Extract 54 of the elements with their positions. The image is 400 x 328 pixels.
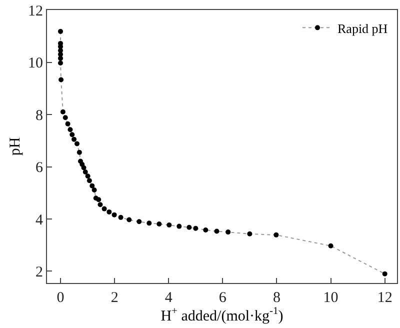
point — [166, 222, 172, 228]
point — [90, 183, 95, 188]
y-tick-label: 4 — [36, 212, 44, 228]
point — [146, 220, 152, 226]
x-tick-label: 4 — [164, 290, 173, 306]
point — [70, 132, 75, 138]
y-axis-title: pH — [7, 137, 24, 156]
x-axis-title: H$^{+}$ added/(mol·kg$^{-1}$) — [160, 306, 284, 324]
x-tick-label: 10 — [323, 290, 338, 306]
point — [274, 232, 279, 238]
x-tick-label: 12 — [377, 290, 392, 306]
y-tick-label: 8 — [36, 108, 43, 124]
point — [136, 219, 142, 224]
point — [85, 174, 90, 179]
point — [176, 224, 182, 229]
point — [203, 227, 208, 232]
point — [186, 224, 192, 230]
y-tick-label: 6 — [36, 160, 44, 176]
point — [112, 212, 117, 218]
point — [76, 150, 82, 155]
point — [92, 188, 97, 192]
point — [382, 271, 388, 276]
point — [58, 28, 64, 34]
point — [65, 121, 70, 126]
x-tick-label: 0 — [56, 290, 64, 306]
point — [247, 231, 252, 236]
legend-label: Rapid pH — [338, 20, 388, 36]
point — [106, 209, 112, 214]
x-tick-label: 6 — [218, 290, 227, 306]
point — [193, 226, 198, 231]
y-tick-label: 10 — [28, 56, 43, 72]
point — [98, 202, 103, 208]
point — [214, 228, 220, 234]
point — [58, 77, 64, 82]
y-tick-label: 2 — [36, 264, 43, 280]
point — [82, 169, 88, 174]
point — [96, 197, 102, 202]
point — [156, 221, 162, 226]
y-tick-label: 12 — [28, 3, 43, 20]
point — [74, 141, 80, 146]
x-tick-label: 8 — [272, 290, 280, 306]
point — [102, 206, 107, 212]
point — [58, 60, 64, 66]
point — [126, 217, 132, 222]
point — [86, 178, 92, 184]
point — [226, 230, 231, 235]
point — [72, 136, 77, 142]
point — [58, 56, 64, 61]
point — [68, 127, 73, 132]
point — [328, 243, 334, 248]
point — [118, 214, 124, 220]
point — [60, 109, 66, 114]
x-tick-label: 2 — [110, 290, 118, 306]
point — [62, 115, 68, 120]
